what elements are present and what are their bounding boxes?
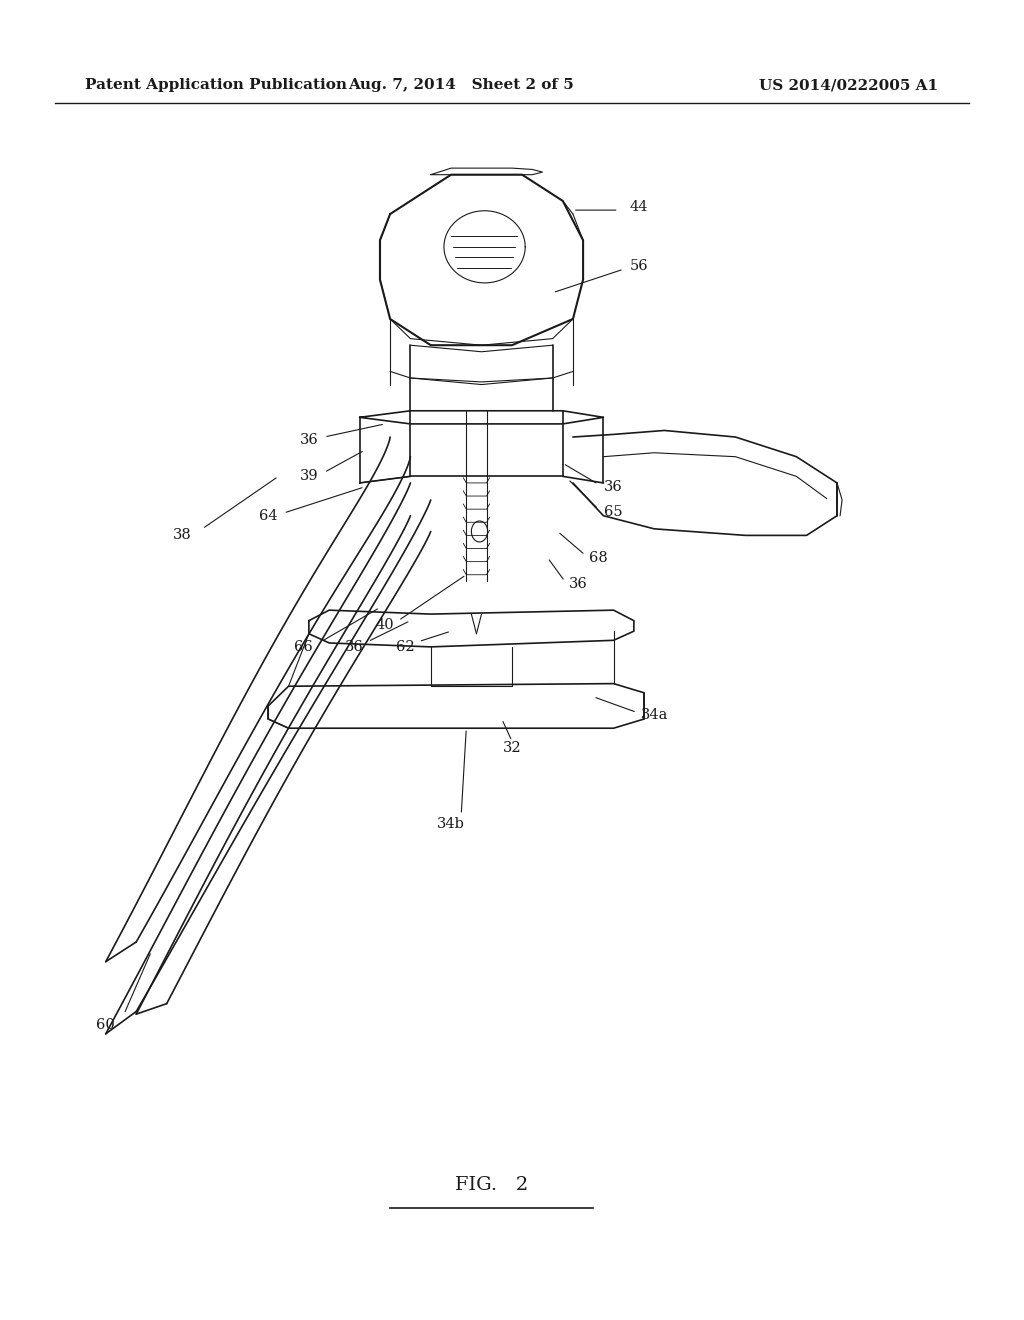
Text: FIG.   2: FIG. 2 — [455, 1176, 528, 1193]
Text: 36: 36 — [604, 480, 623, 494]
Text: 36: 36 — [568, 577, 588, 591]
Text: 34a: 34a — [640, 708, 668, 722]
Text: 39: 39 — [300, 470, 318, 483]
Text: 60: 60 — [96, 1018, 115, 1032]
Text: 36: 36 — [345, 640, 364, 653]
Text: 36: 36 — [299, 433, 318, 446]
Text: 65: 65 — [604, 504, 623, 519]
Text: US 2014/0222005 A1: US 2014/0222005 A1 — [760, 78, 939, 92]
Text: 56: 56 — [630, 260, 648, 273]
Text: 44: 44 — [630, 201, 648, 214]
Text: 34b: 34b — [437, 817, 465, 832]
Text: Aug. 7, 2014   Sheet 2 of 5: Aug. 7, 2014 Sheet 2 of 5 — [348, 78, 574, 92]
Text: 66: 66 — [295, 640, 313, 653]
Text: 62: 62 — [396, 640, 415, 653]
Text: 32: 32 — [503, 741, 521, 755]
Text: 64: 64 — [259, 508, 278, 523]
Text: Patent Application Publication: Patent Application Publication — [85, 78, 347, 92]
Text: 38: 38 — [172, 528, 191, 543]
Text: 40: 40 — [376, 618, 394, 631]
Text: 68: 68 — [589, 550, 607, 565]
